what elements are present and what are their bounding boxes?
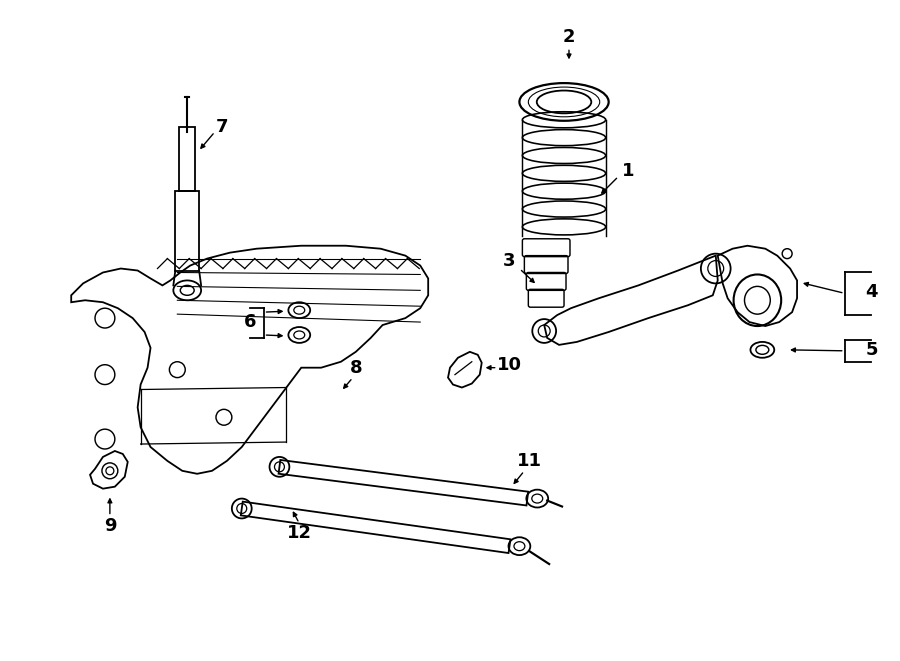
- Text: 10: 10: [497, 356, 522, 373]
- Text: 12: 12: [287, 524, 311, 542]
- Text: 6: 6: [243, 313, 256, 331]
- Text: 9: 9: [104, 518, 116, 535]
- Text: 2: 2: [562, 28, 575, 46]
- Text: 5: 5: [865, 341, 878, 359]
- Text: 1: 1: [622, 163, 634, 180]
- Text: 3: 3: [503, 252, 516, 270]
- Text: 7: 7: [216, 118, 229, 136]
- Text: 4: 4: [865, 284, 878, 301]
- Text: 8: 8: [349, 359, 362, 377]
- Text: 11: 11: [517, 452, 542, 470]
